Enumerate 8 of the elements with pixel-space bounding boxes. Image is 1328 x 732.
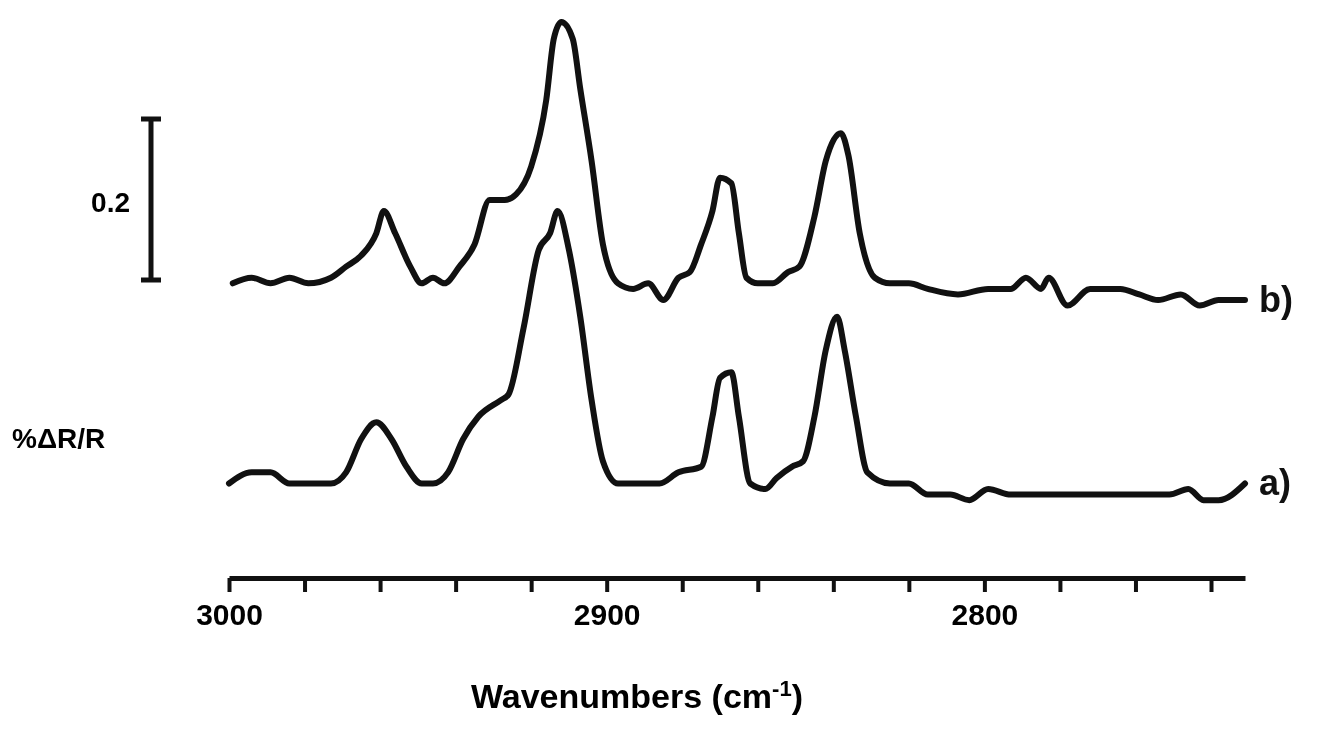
x-axis-title: Wavenumbers (cm$^{-1}$)	[470, 675, 804, 715]
series-label: a)	[1259, 462, 1292, 504]
x-tick-label: 3000	[196, 598, 263, 632]
series-label: b)	[1259, 279, 1293, 320]
y-axis-title: %ΔR/R	[12, 423, 106, 454]
x-tick-label: 2900	[573, 598, 641, 632]
text: 0.2	[91, 187, 130, 218]
x-tick-label: 2800	[951, 598, 1019, 632]
